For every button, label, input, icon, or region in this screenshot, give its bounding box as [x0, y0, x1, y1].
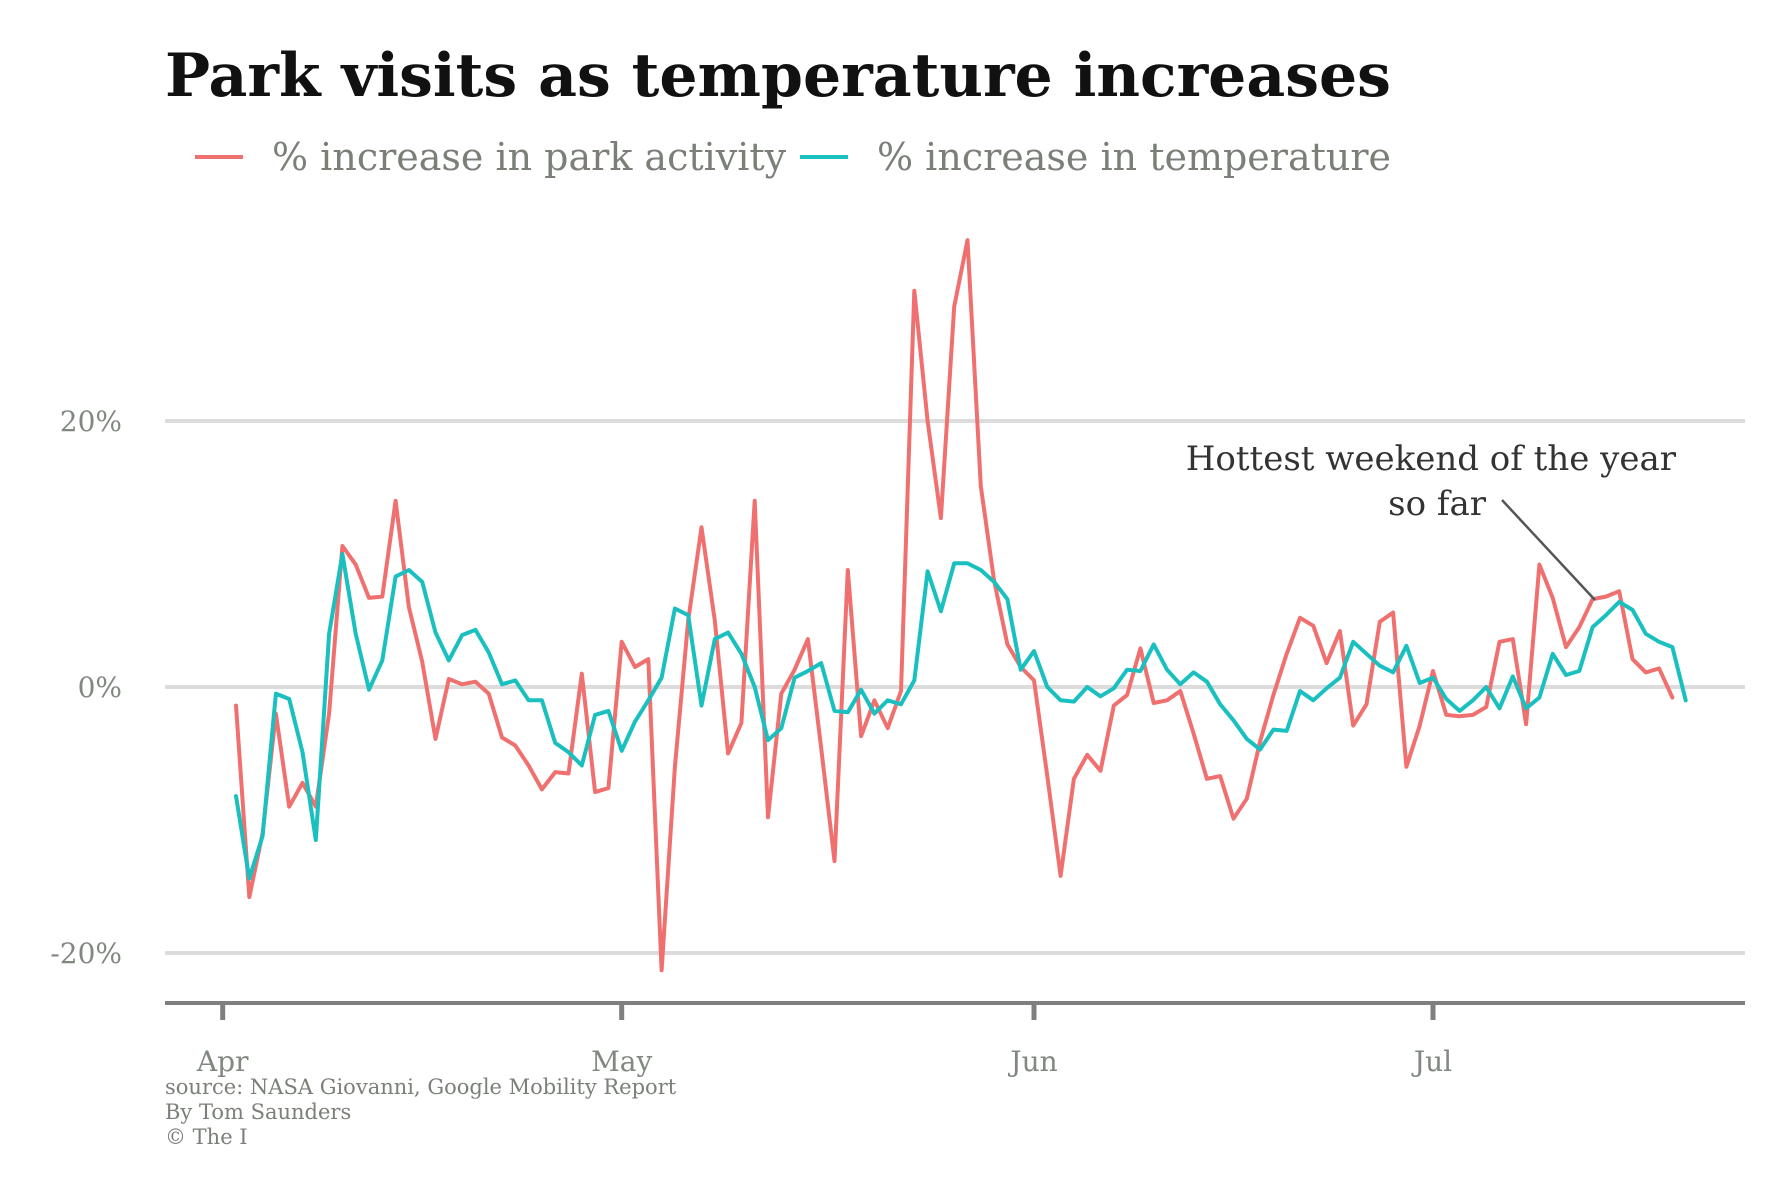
x-tick-label: Jul: [1411, 1045, 1452, 1078]
series-lines: [234, 238, 1688, 973]
y-tick-label: 20%: [60, 405, 122, 438]
annotation: Hottest weekend of the year so far: [1186, 439, 1677, 601]
x-tick-label: Jun: [1007, 1045, 1057, 1078]
source-credits: source: NASA Giovanni, Google Mobility R…: [165, 1075, 677, 1149]
x-tick-label: Apr: [196, 1045, 249, 1078]
y-tick-label: 0%: [78, 671, 122, 704]
x-tick-label: May: [591, 1045, 652, 1078]
x-axis: Apr May Jun Jul: [165, 1001, 1745, 1078]
annotation-arrow: [1501, 499, 1596, 601]
legend-label-park: % increase in park activity: [272, 135, 787, 179]
y-axis-ticks: -20% 0% 20%: [50, 405, 122, 970]
series-line-temperature: [234, 552, 1688, 881]
chart-title: Park visits as temperature increases: [165, 41, 1391, 111]
annotation-line-1: Hottest weekend of the year: [1186, 439, 1677, 479]
legend: % increase in park activity % increase i…: [195, 135, 1391, 179]
author-line: By Tom Saunders: [165, 1100, 351, 1124]
y-tick-label: -20%: [50, 937, 122, 970]
series-line-park-activity: [234, 238, 1675, 973]
source-line: source: NASA Giovanni, Google Mobility R…: [165, 1075, 677, 1099]
legend-label-temperature: % increase in temperature: [877, 135, 1391, 179]
copyright-line: © The I: [165, 1125, 248, 1149]
annotation-line-2: so far: [1388, 484, 1487, 524]
